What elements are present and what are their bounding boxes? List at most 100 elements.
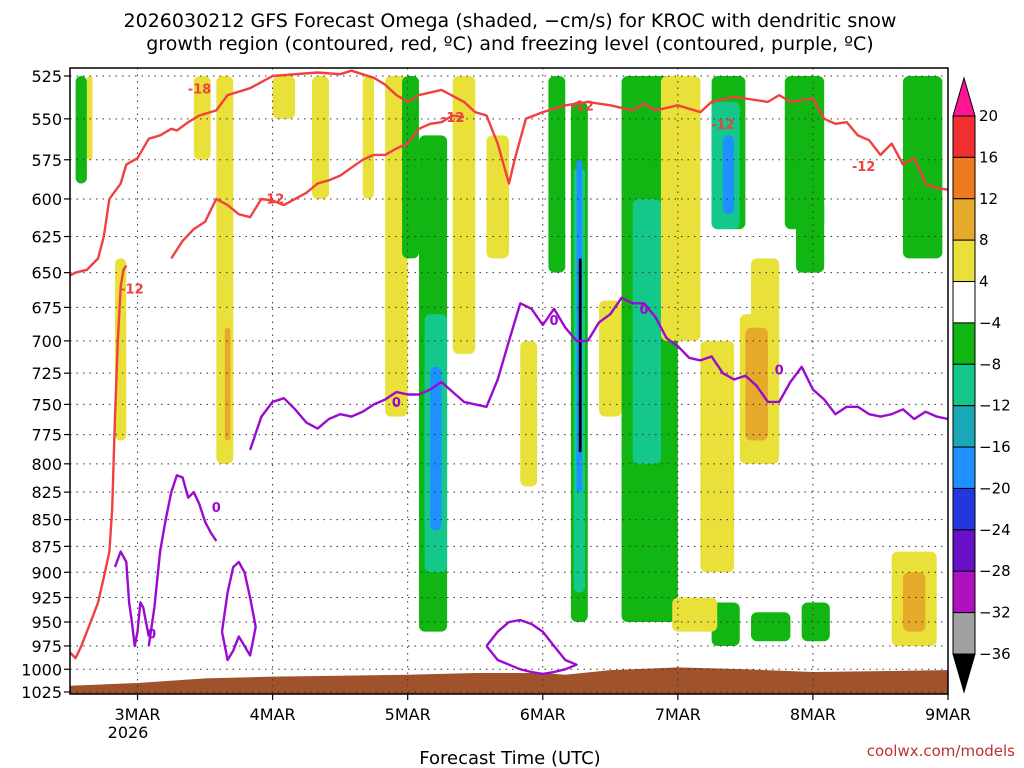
colorbar-tick-label: −20 [979,479,1011,497]
contour-freezing [248,296,949,451]
y-tick-label: 700 [31,332,62,351]
shade-region-teal [632,198,661,464]
omega-shading [75,76,943,646]
contour-dgz_lower [69,264,128,660]
contour-label-purple: 0 [550,314,559,329]
colorbar-box [952,570,976,614]
y-tick-label: 750 [31,395,62,414]
colorbar-box [952,405,976,448]
contour-freezing_low [147,474,218,647]
contour-label-purple: 0 [212,501,221,516]
chart-title-line1: 2026030212 GFS Forecast Omega (shaded, −… [124,10,897,32]
y-tick-label: 650 [31,264,62,283]
colorbar-box [952,281,976,324]
colorbar-box [952,446,976,489]
colorbar-box [952,612,976,655]
x-tick-label: 5MAR [385,705,431,724]
colorbar-box [952,115,976,158]
contour-label-red: -12 [120,283,144,298]
contour-label-red-top: -18 [188,82,212,97]
shade-region-yellow [599,300,622,417]
shade-region-green [801,602,830,642]
shade-region-yellow [700,340,735,573]
y-tick-label: 525 [31,67,62,86]
y-tick-label: 575 [31,151,62,170]
x-tick-label: 8MAR [790,705,836,724]
shade-region-orange [902,572,926,632]
colorbar-tick-label: 4 [979,273,989,291]
colorbar-tick-label: 8 [979,231,989,249]
colorbar-tick-label: −12 [979,397,1011,415]
y-tick-label: 800 [31,455,62,474]
shade-region-yellow [672,597,718,632]
y-tick-label: 1025 [21,683,62,702]
colorbar-box [952,198,976,241]
shade-region-yellow [751,258,780,328]
x-tick-label: 3MAR [115,705,161,724]
y-tick-label: 950 [31,613,62,632]
colorbar-tick-label: −4 [979,314,1001,332]
y-tick-label: 900 [31,563,62,582]
plot-frame [69,67,949,695]
x-tick-label: 7MAR [655,705,701,724]
shade-region-yellow [362,76,374,199]
y-tick-label: 550 [31,110,62,129]
y-tick-label: 625 [31,228,62,247]
shade-region-green [548,76,566,273]
terrain-ground [70,667,948,694]
contour-label-red: -12 [570,99,594,114]
contour-lines [69,69,949,676]
colorbar-box [952,363,976,407]
colorbar-box [952,529,976,572]
shade-region-yellow [193,76,211,160]
colorbar: 20 16 12 8 4 −4 −8 −12 −16 −20 −24 −28 −32 −36 [952,76,1011,694]
colorbar-tick-label: −32 [979,604,1011,622]
shade-region-green [751,612,791,642]
contour-label-purple: 0 [147,627,156,642]
contour-label-red: -12 [852,160,876,175]
colorbar-box [952,156,976,200]
shade-region-yellow [86,76,93,160]
shade-region-yellow [312,76,329,199]
contour-labels: -12 -12 -12 -12 -12 -12 -18 0 0 0 0 0 0 [120,82,875,642]
terrain-fill [70,667,948,694]
contour-label-red: -12 [441,111,465,126]
colorbar-tick-label: −16 [979,438,1011,456]
shade-region-blue [722,135,735,215]
y-tick-label: 1000 [21,660,62,679]
shade-region-green [711,602,740,646]
shade-region-blue [430,366,442,531]
shade-region-yellow [452,76,476,354]
shade-region-black [578,258,582,453]
contour-dgz_upper [69,69,949,277]
colorbar-bottom-arrow [952,653,976,694]
x-tick-label: 9MAR [925,705,971,724]
contour-dgz_mid [170,114,465,260]
colorbar-tick-label: −36 [979,645,1011,663]
x-year-label: 2026 [108,723,149,742]
shade-region-green [75,76,87,184]
x-tick-label: 4MAR [250,705,296,724]
shade-region-yellow [385,76,408,417]
chart-title-line2: growth region (contoured, red, ºC) and f… [146,33,873,55]
contour-label-red: -12 [261,193,285,208]
shade-region-green [796,198,825,273]
y-tick-label: 875 [31,537,62,556]
y-tick-label: 775 [31,426,62,445]
y-tick-label: 825 [31,483,62,502]
contour-label-red: -12 [711,118,735,133]
shade-region-yellow [520,340,538,487]
colorbar-box [952,239,976,283]
shade-region-green [784,76,825,230]
contour-freezing_blob_b [220,560,257,662]
colorbar-tick-label: 20 [979,107,998,125]
shade-region-orange [224,327,231,441]
y-tick-label: 725 [31,364,62,383]
colorbar-tick-label: −24 [979,521,1011,539]
shade-region-yellow [660,76,701,341]
y-tick-label: 975 [31,637,62,656]
shade-region-yellow [115,258,127,441]
shade-region-yellow [272,76,296,119]
contour-label-purple: 0 [392,396,401,411]
colorbar-tick-label: −28 [979,562,1011,580]
